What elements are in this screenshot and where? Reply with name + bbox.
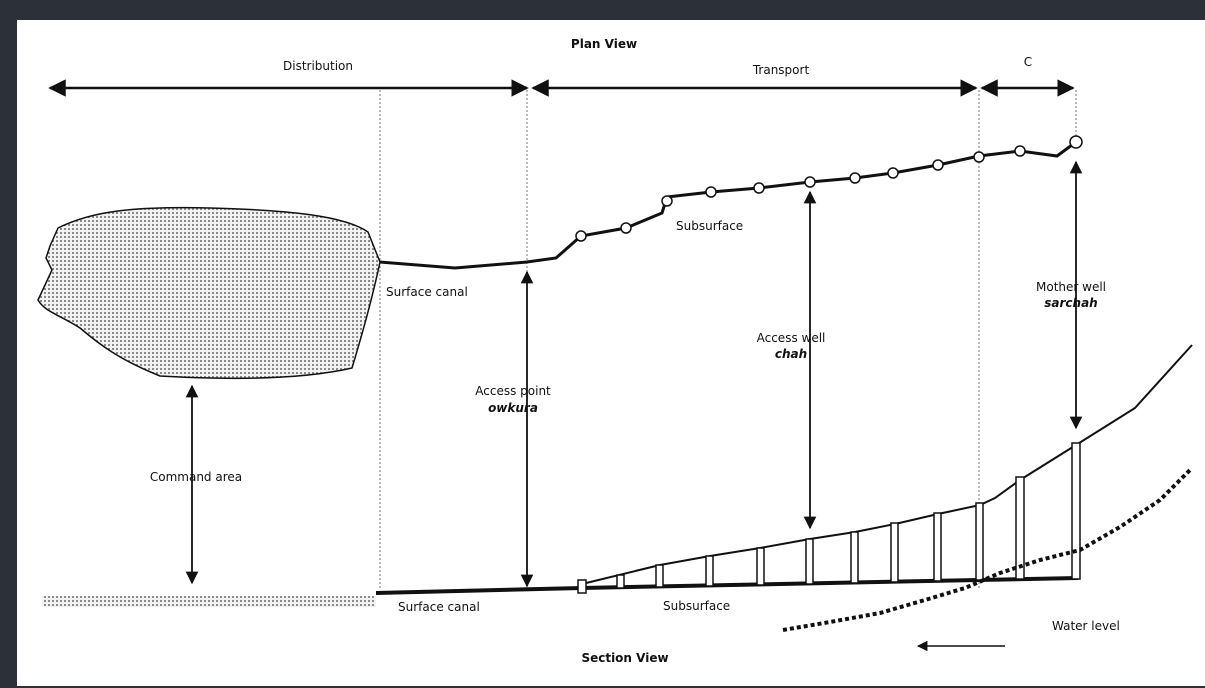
c-label: C bbox=[1023, 55, 1033, 69]
plan-canal-line bbox=[379, 140, 1077, 270]
plan-view-title: Plan View bbox=[570, 37, 638, 51]
command-area-shape bbox=[37, 206, 381, 380]
section-shafts bbox=[577, 442, 1081, 594]
connector-arrows bbox=[185, 160, 1083, 588]
surface-canal-section-label: Surface canal bbox=[398, 600, 480, 614]
section-ground-surface bbox=[581, 344, 1193, 585]
access-well-label: Access well bbox=[756, 331, 826, 345]
mother-well-label: Mother well bbox=[1035, 280, 1107, 294]
access-well-local-label: chah bbox=[774, 347, 808, 361]
subsurface-section-label: Subsurface bbox=[663, 599, 731, 613]
subsurface-plan-label: Subsurface bbox=[676, 219, 744, 233]
access-point-label: Access point bbox=[475, 384, 551, 398]
section-surface-canal bbox=[375, 586, 583, 595]
water-level-line bbox=[782, 468, 1192, 632]
distribution-label: Distribution bbox=[282, 59, 354, 73]
page-left-border bbox=[12, 20, 17, 686]
water-level-label: Water level bbox=[1052, 619, 1120, 633]
section-view-title: Section View bbox=[581, 651, 669, 665]
plan-access-wells bbox=[575, 135, 1083, 242]
section-subsurface-tunnel bbox=[581, 576, 1079, 590]
surface-canal-plan-label: Surface canal bbox=[386, 285, 468, 299]
access-point-local-label: owkura bbox=[488, 401, 538, 415]
section-command-ground bbox=[42, 596, 376, 607]
transport-label: Transport bbox=[752, 63, 810, 77]
command-area-label: Command area bbox=[149, 470, 243, 484]
mother-well-local-label: sarchah bbox=[1044, 296, 1098, 310]
